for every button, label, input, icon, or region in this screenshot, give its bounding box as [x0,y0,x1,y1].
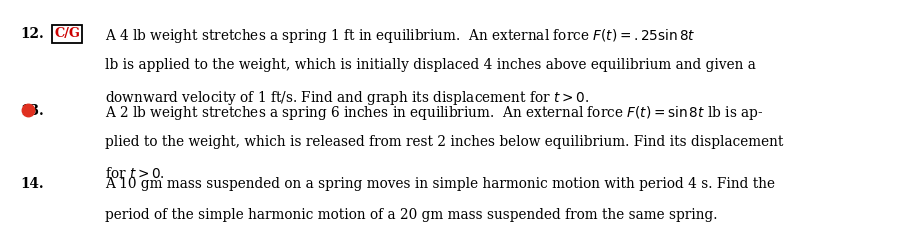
Text: downward velocity of 1 ft/s. Find and graph its displacement for $t > 0$.: downward velocity of 1 ft/s. Find and gr… [105,89,590,106]
Text: C/G: C/G [54,27,80,40]
Text: 12.: 12. [20,27,44,41]
Text: A 4 lb weight stretches a spring 1 ft in equilibrium.  An external force $F(t) =: A 4 lb weight stretches a spring 1 ft in… [105,27,696,45]
Text: period of the simple harmonic motion of a 20 gm mass suspended from the same spr: period of the simple harmonic motion of … [105,208,718,222]
Text: plied to the weight, which is released from rest 2 inches below equilibrium. Fin: plied to the weight, which is released f… [105,135,784,149]
Text: lb is applied to the weight, which is initially displaced 4 inches above equilib: lb is applied to the weight, which is in… [105,58,757,72]
Text: 14.: 14. [20,177,44,191]
Text: A 2 lb weight stretches a spring 6 inches in equilibrium.  An external force $F(: A 2 lb weight stretches a spring 6 inche… [105,104,764,122]
Text: 13.: 13. [20,104,44,118]
Text: A 10 gm mass suspended on a spring moves in simple harmonic motion with period 4: A 10 gm mass suspended on a spring moves… [105,177,776,191]
Text: for $t > 0$.: for $t > 0$. [105,166,165,181]
